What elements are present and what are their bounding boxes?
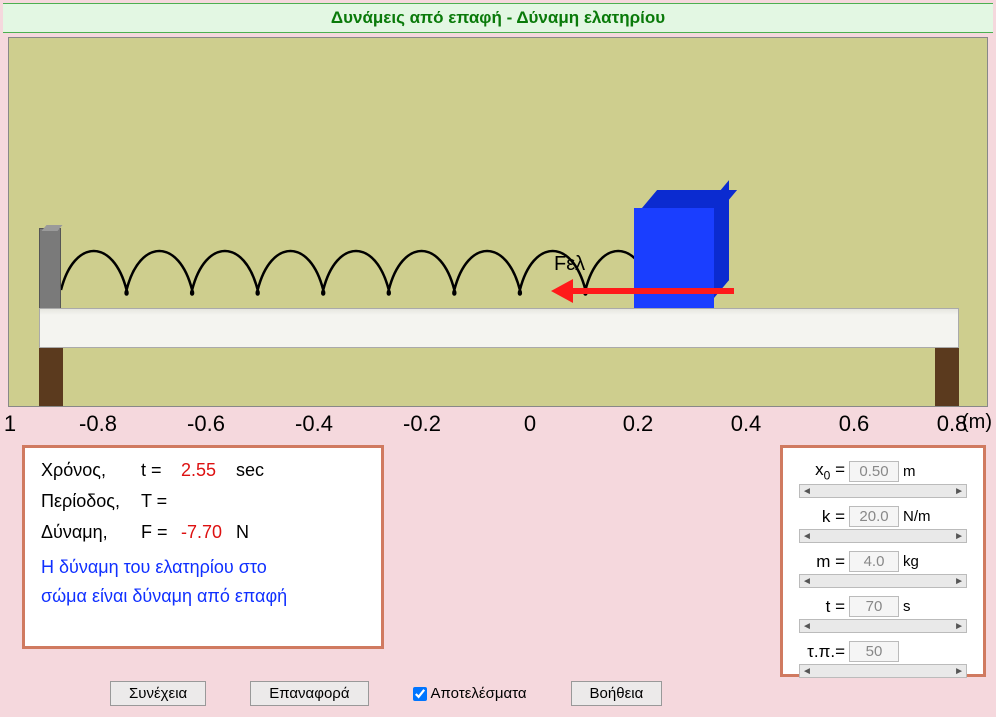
param-row: τ.π.= — [799, 641, 967, 662]
param-input[interactable] — [849, 551, 899, 572]
results-checkbox-wrap[interactable]: Αποτελέσματα — [413, 685, 527, 702]
results-panel: Χρόνος,t =2.55 sec Περίοδος,T = Δύναμη,F … — [22, 445, 384, 649]
axis-tick: -0.6 — [187, 411, 225, 437]
axis-tick: 0.8 — [937, 411, 968, 437]
param-row: k =N/m — [799, 506, 967, 527]
param-slider[interactable] — [799, 664, 967, 678]
axis-tick: 0.2 — [623, 411, 654, 437]
tabletop — [39, 308, 959, 348]
table-leg-right — [935, 348, 959, 406]
param-slider[interactable] — [799, 619, 967, 633]
param-row: x0 =m — [799, 460, 967, 482]
help-button[interactable]: Βοήθεια — [571, 681, 663, 706]
table-leg-left — [39, 348, 63, 406]
param-slider[interactable] — [799, 574, 967, 588]
x-axis: (m) 1-0.8-0.6-0.4-0.200.20.40.60.8 — [0, 411, 996, 447]
reset-button[interactable]: Επαναφορά — [250, 681, 368, 706]
axis-tick: -0.2 — [403, 411, 441, 437]
result-row: Δύναμη,F =-7.70 N — [41, 522, 365, 543]
page-title: Δυνάμεις από επαφή - Δύναμη ελατηρίου — [331, 8, 665, 27]
button-bar: Συνέχεια Επαναφορά Αποτελέσματα Βοήθεια — [110, 681, 662, 706]
axis-tick: 0.6 — [839, 411, 870, 437]
param-row: m =kg — [799, 551, 967, 572]
results-checkbox[interactable] — [413, 687, 427, 701]
param-slider[interactable] — [799, 484, 967, 498]
param-slider[interactable] — [799, 529, 967, 543]
force-label: Fελ — [554, 253, 585, 276]
wall-mount — [39, 228, 61, 312]
param-input[interactable] — [849, 596, 899, 617]
param-input[interactable] — [849, 461, 899, 482]
param-input[interactable] — [849, 641, 899, 662]
results-checkbox-label: Αποτελέσματα — [431, 685, 527, 702]
axis-tick: 0.4 — [731, 411, 762, 437]
title-bar: Δυνάμεις από επαφή - Δύναμη ελατηρίου — [3, 3, 993, 33]
result-row: Περίοδος,T = — [41, 491, 365, 512]
axis-tick: -0.4 — [295, 411, 333, 437]
axis-tick: 1 — [4, 411, 16, 437]
param-row: t =s — [799, 596, 967, 617]
force-arrow — [569, 288, 734, 294]
results-note: Η δύναμη του ελατηρίου στο σώμα είναι δύ… — [41, 553, 365, 611]
axis-tick: 0 — [524, 411, 536, 437]
continue-button[interactable]: Συνέχεια — [110, 681, 206, 706]
axis-tick: -0.8 — [79, 411, 117, 437]
params-panel: x0 =m k =N/m m =kg t =s τ.π.= — [780, 445, 986, 677]
param-input[interactable] — [849, 506, 899, 527]
simulation-canvas: Fελ — [8, 37, 988, 407]
result-row: Χρόνος,t =2.55 sec — [41, 460, 365, 481]
